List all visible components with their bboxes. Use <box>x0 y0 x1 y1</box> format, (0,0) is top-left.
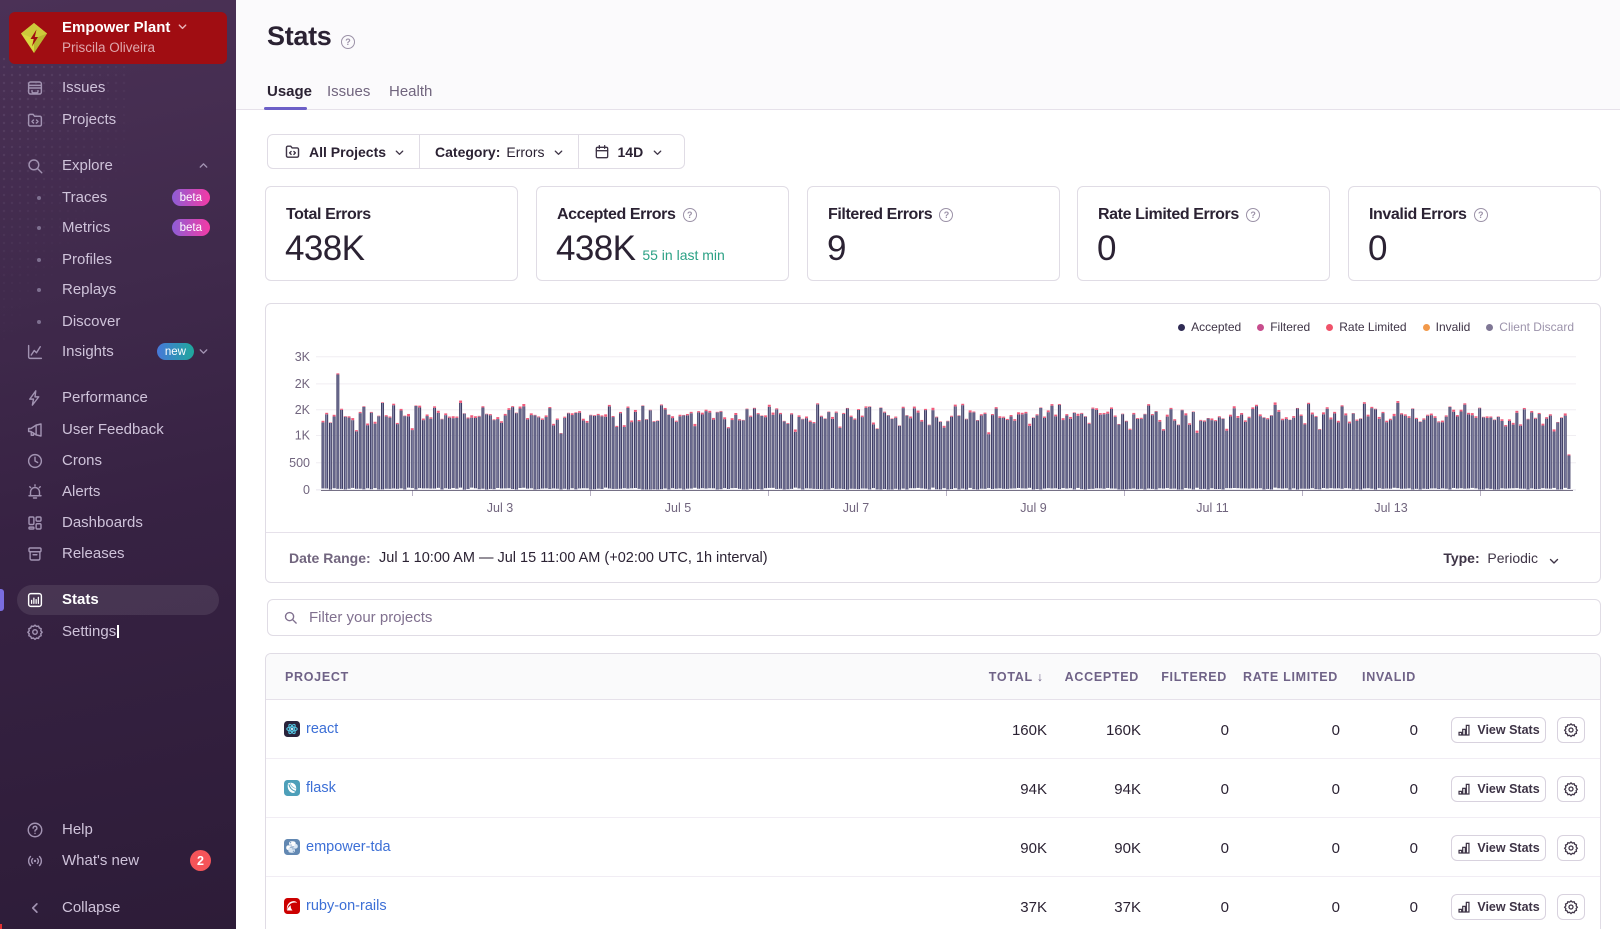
svg-text:2K: 2K <box>295 377 311 391</box>
svg-text:500: 500 <box>289 456 310 470</box>
svg-text:Jul 11: Jul 11 <box>1196 501 1228 515</box>
svg-text:3K: 3K <box>295 350 311 364</box>
svg-text:Jul 3: Jul 3 <box>487 501 513 515</box>
svg-text:0: 0 <box>303 483 310 497</box>
svg-text:1K: 1K <box>295 429 311 443</box>
svg-text:Jul 5: Jul 5 <box>665 501 691 515</box>
svg-text:Jul 7: Jul 7 <box>843 501 869 515</box>
svg-text:Jul 9: Jul 9 <box>1020 501 1046 515</box>
svg-text:Jul 13: Jul 13 <box>1374 501 1407 515</box>
svg-text:2K: 2K <box>295 403 311 417</box>
